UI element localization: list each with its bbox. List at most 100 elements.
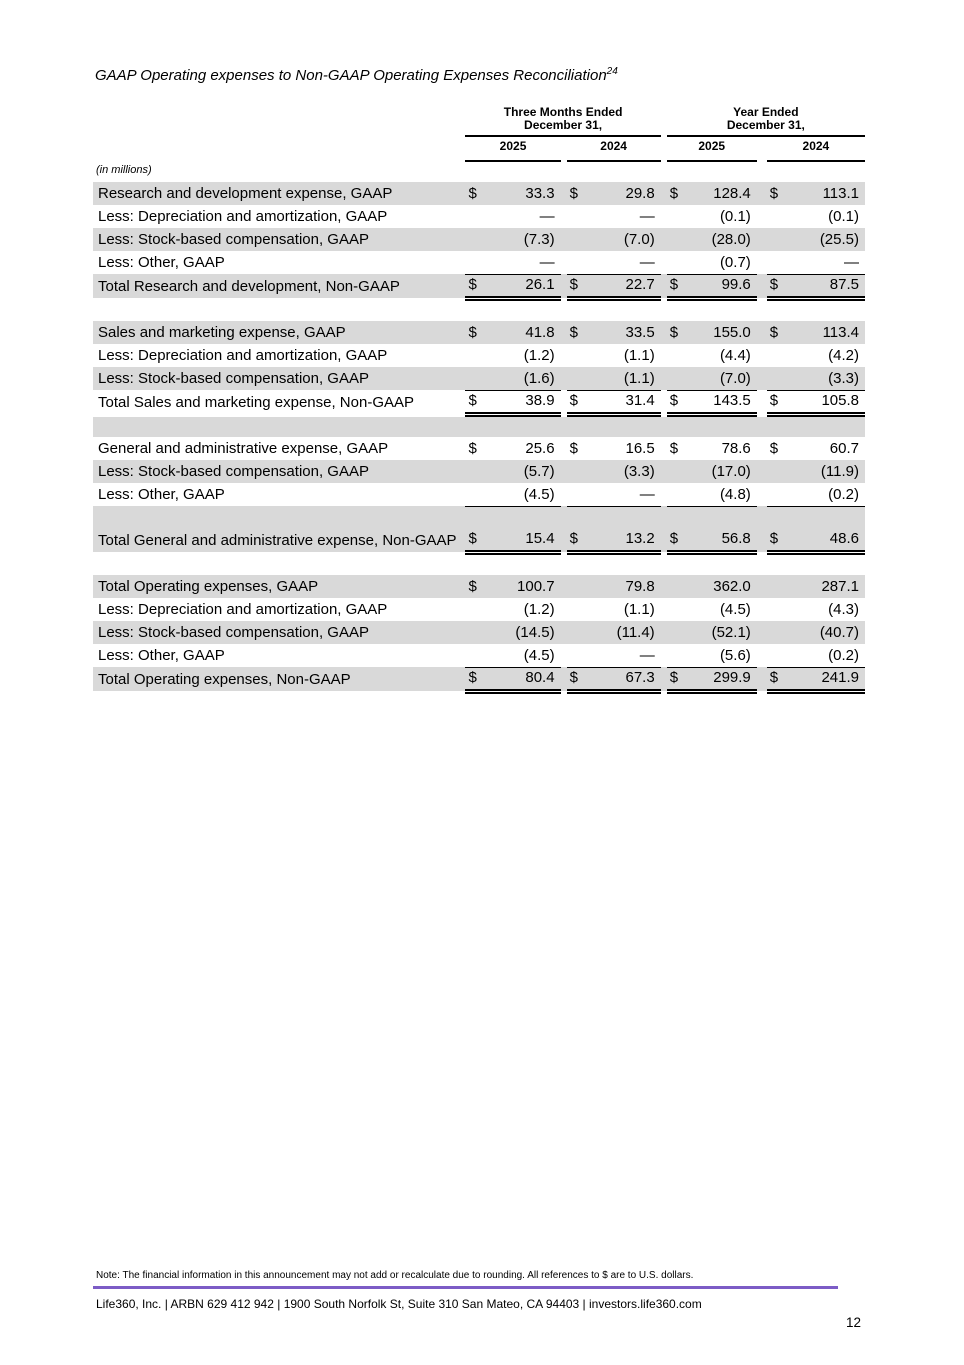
- column-gap: [660, 575, 667, 598]
- cell-value: —: [485, 251, 561, 275]
- dollar-sign: [666, 251, 687, 275]
- table-row: Less: Stock-based compensation, GAAP (5.7…: [93, 460, 865, 483]
- cell-value: 48.6: [786, 506, 865, 555]
- cell-value: (0.2): [786, 644, 865, 668]
- row-label: Less: Depreciation and amortization, GAA…: [98, 208, 388, 225]
- cell-value: (1.2): [523, 601, 555, 618]
- cell-value: (7.0): [686, 367, 757, 391]
- cell-value: —: [586, 483, 661, 507]
- column-gap: [560, 506, 567, 552]
- dollar-sign: $: [766, 274, 787, 301]
- dollar-sign: [766, 644, 787, 668]
- header-spacer: [93, 106, 465, 136]
- cell-value: 241.9: [786, 667, 865, 694]
- column-gap: [560, 667, 567, 691]
- table-row: Less: Other, GAAP — — (0.7) —: [93, 251, 865, 275]
- column-gap: [660, 367, 667, 390]
- cell-value: (11.9): [786, 460, 865, 483]
- row-label: Less: Other, GAAP: [98, 647, 225, 664]
- cell-value: (4.2): [828, 347, 859, 364]
- dollar-sign: $: [766, 321, 787, 344]
- dollar-sign: $: [666, 506, 687, 555]
- dollar-sign: [667, 205, 687, 228]
- cell-value: (4.8): [686, 483, 757, 507]
- cell-value: 362.0: [686, 575, 757, 598]
- cell-value: (1.1): [623, 601, 655, 618]
- year-column-header: 2025: [666, 136, 757, 162]
- dollar-sign: [465, 621, 486, 644]
- column-gap: [756, 667, 767, 691]
- table-row: Total General and administrative expense…: [93, 506, 865, 555]
- column-gap: [660, 182, 667, 205]
- column-gap: [757, 390, 767, 414]
- column-gap: [756, 506, 767, 552]
- dollar-sign: [666, 621, 687, 644]
- table-row: General and administrative expense, GAAP…: [93, 437, 865, 460]
- dollar-sign: [465, 598, 485, 621]
- column-gap: [757, 136, 767, 161]
- row-label: Total General and administrative expense…: [93, 506, 466, 552]
- period-header-row: Three Months Ended December 31, Year End…: [93, 106, 865, 137]
- dollar-sign: $: [666, 390, 687, 417]
- dollar-sign: $: [766, 390, 787, 417]
- cell-value: —: [586, 251, 661, 275]
- cell-value: 38.9: [485, 390, 561, 417]
- cell-value: 33.3: [485, 182, 561, 205]
- column-gap: [757, 483, 767, 506]
- row-label: Total Operating expenses, Non-GAAP: [93, 667, 466, 691]
- cell-value: (3.3): [586, 460, 661, 483]
- dollar-sign: $: [566, 667, 587, 694]
- dollar-sign: [766, 460, 787, 483]
- cell-value: (3.3): [786, 367, 865, 391]
- dollar-sign: [767, 205, 787, 228]
- page-title: GAAP Operating expenses to Non-GAAP Oper…: [95, 66, 618, 84]
- column-gap: [756, 367, 767, 390]
- cell-value: (5.7): [485, 460, 561, 483]
- table-row: Research and development expense, GAAP $3…: [93, 182, 865, 205]
- dollar-sign: [465, 483, 486, 507]
- dollar-sign: [465, 460, 486, 483]
- dollar-sign: $: [766, 182, 787, 205]
- dollar-sign: $: [465, 274, 486, 301]
- column-gap: [560, 182, 567, 205]
- dollar-sign: $: [465, 390, 486, 417]
- column-gap: [660, 667, 667, 691]
- cell-value: 80.4: [485, 667, 561, 694]
- cell-value: (11.4): [586, 621, 661, 644]
- table-row: Less: Stock-based compensation, GAAP (14.…: [93, 621, 865, 644]
- table-row: Less: Depreciation and amortization, GAA…: [93, 598, 865, 621]
- cell-value: 31.4: [586, 390, 661, 417]
- column-gap: [560, 621, 567, 644]
- cell-value: (1.1): [623, 347, 655, 364]
- column-gap: [757, 251, 767, 274]
- table-row: Less: Depreciation and amortization, GAA…: [93, 344, 865, 367]
- dollar-sign: [566, 251, 587, 275]
- dollar-sign: [766, 367, 787, 391]
- cell-value: (4.5): [719, 601, 751, 618]
- dollar-sign: [666, 228, 687, 251]
- cell-value: 100.7: [485, 575, 561, 598]
- dollar-sign: [666, 483, 687, 507]
- dollar-sign: [465, 644, 486, 668]
- dollar-sign: [667, 598, 687, 621]
- year-column-header: 2024: [766, 136, 865, 162]
- cell-value: 22.7: [586, 274, 661, 301]
- header-spacer: [93, 136, 465, 161]
- column-gap: [560, 274, 567, 298]
- cell-value: (1.2): [523, 347, 555, 364]
- period-label-line2: December 31,: [726, 118, 805, 132]
- cell-value: (1.1): [586, 367, 661, 391]
- spacer-row: [93, 414, 865, 437]
- cell-value: —: [539, 208, 555, 225]
- cell-value: (4.5): [485, 644, 561, 668]
- column-gap: [560, 321, 567, 344]
- spacer-row: [93, 552, 865, 575]
- table-row: Total Research and development, Non-GAAP…: [93, 274, 865, 301]
- dollar-sign: [766, 575, 787, 598]
- dollar-sign: [766, 483, 787, 507]
- column-gap: [660, 621, 667, 644]
- dollar-sign: $: [468, 440, 477, 457]
- cell-value: 143.5: [686, 390, 757, 417]
- cell-value: 113.1: [786, 182, 865, 205]
- column-gap: [757, 344, 767, 367]
